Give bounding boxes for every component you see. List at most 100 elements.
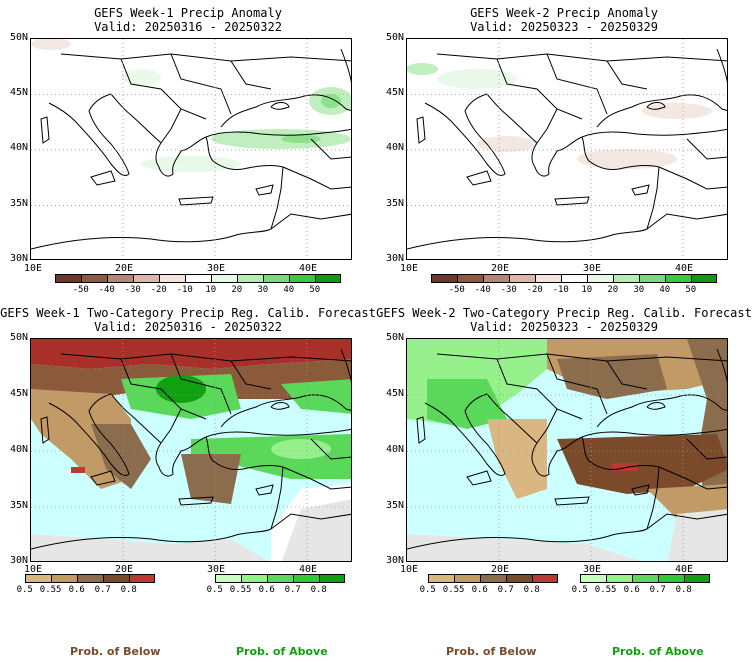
anomaly-colorbar — [55, 274, 341, 283]
prob-above-colorbar — [215, 574, 345, 583]
lon-label: 30E — [583, 564, 602, 575]
coastline-or-border — [646, 213, 727, 230]
colorbar-swatch — [51, 574, 77, 583]
colorbar-tick-label: 40 — [659, 285, 671, 295]
panel-valid-dates: Valid: 20250323 - 20250329 — [470, 20, 658, 34]
coastline-or-border — [686, 438, 727, 460]
coastline-or-border — [178, 496, 214, 506]
coastline-or-border — [658, 166, 727, 190]
colorbar-tick-label: 40 — [283, 285, 295, 295]
colorbar-tick-label: 10 — [581, 285, 593, 295]
coastline-or-border — [496, 358, 583, 420]
colorbar-tick-label: 0.55 — [229, 585, 252, 595]
coastline-or-border — [110, 393, 162, 444]
lon-label: 40E — [299, 263, 318, 274]
colorbar-swatch — [684, 574, 710, 583]
lon-label: 40E — [299, 564, 318, 575]
coastline-or-border — [230, 60, 272, 90]
colorbar-tick-label: 0.8 — [120, 585, 137, 595]
coastline-or-border — [31, 228, 272, 250]
coastline-or-border — [205, 128, 351, 138]
coastline-or-border — [270, 513, 351, 530]
coastline-or-border — [416, 416, 426, 444]
colorbar-swatch — [428, 574, 454, 583]
coastline-or-border — [407, 228, 648, 250]
colorbar-swatch — [103, 574, 129, 583]
coastline-or-border — [407, 528, 648, 550]
lat-label: 30N — [9, 253, 28, 264]
colorbar-tick-label: -10 — [176, 285, 193, 295]
colorbar-tick-label: 10 — [205, 285, 217, 295]
lon-label: 40E — [675, 263, 694, 274]
coastline-or-border — [310, 438, 351, 460]
colorbar-swatch — [580, 574, 606, 583]
coastline-or-border — [60, 353, 351, 362]
coastline-or-border — [646, 166, 660, 230]
colorbar-tick-label: -40 — [474, 285, 491, 295]
panel-valid-dates: Valid: 20250316 - 20250322 — [94, 20, 282, 34]
panel-week1-probability: GEFS Week-1 Two-Category Precip Reg. Cal… — [0, 300, 376, 600]
coastline-or-border — [581, 428, 727, 438]
colorbar-tick-label: -50 — [448, 285, 465, 295]
coastline-or-border — [31, 528, 272, 550]
lat-label: 45N — [9, 87, 28, 98]
colorbar-tick-label: 0.6 — [471, 585, 488, 595]
coastline-or-border — [220, 394, 351, 428]
map-frame — [30, 338, 352, 562]
colorbar-swatch — [606, 574, 632, 583]
coastline-or-border — [581, 136, 660, 170]
colorbar-swatch — [107, 274, 133, 283]
lat-label: 40N — [9, 142, 28, 153]
colorbar-tick-label: 0.8 — [675, 585, 692, 595]
colorbar-swatch — [483, 274, 509, 283]
colorbar-swatch — [159, 274, 185, 283]
lat-label: 50N — [9, 32, 28, 43]
colorbar-swatch — [532, 574, 558, 583]
colorbar-swatch — [133, 274, 159, 283]
lat-label: 35N — [9, 500, 28, 511]
colorbar-swatch — [81, 274, 107, 283]
colorbar-swatch — [691, 274, 717, 283]
colorbar-tick-label: 0.5 — [419, 585, 436, 595]
colorbar-swatch — [658, 574, 684, 583]
colorbar-tick-label: -30 — [124, 285, 141, 295]
coastline-or-border — [90, 470, 116, 486]
coastline-or-border — [220, 94, 351, 128]
coastline-or-border — [160, 108, 182, 144]
lat-label: 35N — [9, 198, 28, 209]
colorbar-swatch — [506, 574, 532, 583]
colorbar-swatch — [25, 574, 51, 583]
coastline-or-border — [554, 496, 590, 506]
panel-title: GEFS Week-2 Precip Anomaly — [470, 6, 658, 20]
map-frame — [406, 338, 728, 562]
prob-above-colorbar — [580, 574, 710, 583]
colorbar-tick-label: 0.5 — [206, 585, 223, 595]
colorbar-tick-label: 0.8 — [523, 585, 540, 595]
colorbar-swatch — [185, 274, 211, 283]
colorbar-swatch — [129, 574, 155, 583]
colorbar-swatch — [639, 274, 665, 283]
colorbar-swatch — [319, 574, 345, 583]
coastline-or-border — [646, 466, 660, 530]
coastline-or-border — [178, 196, 214, 206]
colorbar-swatch — [454, 574, 480, 583]
colorbar-tick-label: 0.55 — [442, 585, 465, 595]
coastline-or-border — [90, 170, 116, 186]
colorbar-swatch — [535, 274, 561, 283]
lon-label: 10E — [24, 263, 43, 274]
coastline-or-border — [466, 470, 492, 486]
coastline-or-border — [658, 466, 727, 490]
coastline-or-border — [255, 484, 274, 496]
coastline-or-border — [270, 102, 290, 110]
footer-prob-above: Prob. of Above — [612, 645, 704, 658]
coastline-or-border — [486, 393, 538, 444]
colorbar-tick-label: 20 — [607, 285, 619, 295]
coastline-or-border — [424, 93, 506, 177]
coastline-or-border — [160, 408, 182, 444]
colorbar-tick-label: -40 — [98, 285, 115, 295]
footer-prob-below: Prob. of Below — [70, 645, 161, 658]
coastline-or-border — [205, 436, 284, 470]
lat-label: 30N — [385, 555, 404, 566]
coastline-or-border — [581, 128, 727, 138]
prob-below-colorbar — [428, 574, 558, 583]
